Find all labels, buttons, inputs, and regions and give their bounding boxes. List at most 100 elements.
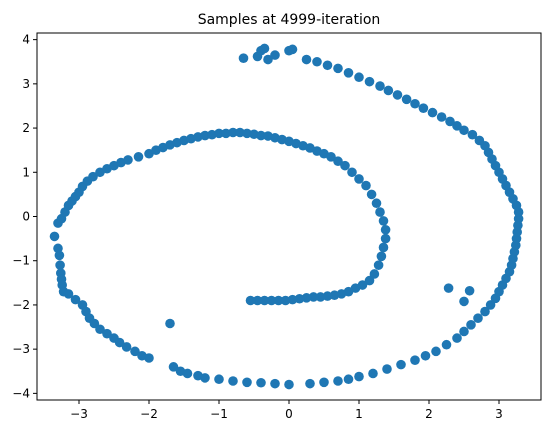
- scatter-point: [371, 198, 382, 209]
- scatter-point: [383, 85, 394, 96]
- scatter-point: [464, 285, 475, 296]
- scatter-point: [443, 283, 454, 293]
- points-layer: [49, 43, 524, 390]
- scatter-point: [322, 291, 333, 301]
- scatter-point: [466, 320, 476, 330]
- scatter-point: [102, 328, 112, 339]
- scatter-point: [95, 324, 105, 335]
- scatter-point: [301, 293, 312, 303]
- scatter-point: [410, 98, 420, 109]
- scatter-point: [368, 368, 378, 379]
- scatter-point: [467, 129, 478, 140]
- scatter-point: [354, 72, 364, 83]
- scatter-point: [312, 56, 322, 67]
- scatter-point: [54, 250, 65, 261]
- y-tick-label: −4: [12, 386, 30, 400]
- scatter-point: [259, 295, 270, 306]
- chart-title: Samples at 4999-iteration: [198, 12, 381, 28]
- scatter-point: [245, 295, 256, 306]
- scatter-point: [256, 377, 266, 388]
- scatter-point: [369, 269, 380, 279]
- scatter-point: [459, 125, 469, 136]
- y-tick-label: −3: [12, 342, 30, 356]
- scatter-point: [452, 333, 462, 343]
- scatter-point: [259, 43, 270, 54]
- scatter-point: [347, 167, 357, 178]
- scatter-point: [284, 379, 294, 390]
- scatter-point: [513, 213, 524, 224]
- scatter-point: [375, 207, 385, 217]
- scatter-point: [266, 295, 277, 306]
- x-tick-label: −2: [140, 407, 158, 421]
- scatter-point: [308, 292, 319, 302]
- scatter-point: [280, 295, 291, 306]
- scatter-point: [473, 313, 483, 324]
- scatter-point: [214, 374, 224, 385]
- scatter-point: [287, 294, 298, 305]
- scatter-point: [168, 362, 179, 372]
- scatter-point: [343, 68, 354, 78]
- x-tick-label: −3: [70, 407, 88, 421]
- scatter-point: [329, 290, 340, 301]
- x-tick-label: 3: [495, 407, 503, 421]
- y-tick-label: 1: [22, 165, 30, 179]
- scatter-point: [270, 378, 280, 389]
- scatter-point: [420, 350, 431, 361]
- scatter-point: [392, 90, 403, 100]
- scatter-point: [326, 152, 336, 162]
- y-tick-label: 2: [22, 121, 30, 135]
- plot-background: [37, 33, 541, 400]
- scatter-point: [242, 128, 252, 139]
- y-tick-label: −1: [12, 254, 30, 268]
- scatter-point: [485, 300, 496, 310]
- scatter-point: [436, 112, 447, 122]
- scatter-point: [480, 306, 490, 317]
- scatter-point: [114, 337, 125, 348]
- scatter-point: [273, 295, 284, 306]
- scatter-point: [242, 377, 252, 388]
- scatter-point: [287, 44, 298, 55]
- scatter-point: [431, 346, 441, 357]
- x-tick-label: 2: [425, 407, 433, 421]
- scatter-point: [366, 189, 377, 200]
- scatter-point: [200, 130, 210, 141]
- scatter-point: [418, 103, 429, 113]
- scatter-point: [361, 180, 371, 191]
- scatter-point: [401, 94, 412, 105]
- scatter-point: [235, 127, 245, 138]
- scatter-point: [165, 318, 175, 329]
- scatter-point: [294, 293, 305, 304]
- scatter-point: [364, 275, 375, 286]
- y-tick-label: 3: [22, 77, 30, 91]
- scatter-point: [364, 76, 375, 87]
- scatter-point: [459, 326, 469, 337]
- scatter-point: [445, 116, 455, 127]
- scatter-point: [373, 260, 384, 270]
- scatter-point: [333, 376, 343, 386]
- scatter-point: [382, 364, 392, 374]
- scatter-point: [182, 368, 193, 379]
- y-tick-label: 0: [22, 210, 30, 224]
- scatter-point: [221, 128, 231, 139]
- x-tick-label: 0: [285, 407, 293, 421]
- x-tick-label: 1: [355, 407, 363, 421]
- scatter-point: [380, 224, 391, 235]
- scatter-point: [228, 127, 238, 138]
- y-tick-label: 4: [22, 33, 30, 47]
- scatter-point: [63, 289, 74, 299]
- scatter-point: [333, 63, 343, 74]
- scatter-point: [380, 233, 391, 244]
- scatter-point: [301, 54, 312, 65]
- scatter-point: [55, 260, 65, 270]
- scatter-point: [375, 81, 385, 91]
- scatter-point: [121, 342, 132, 352]
- scatter-point: [130, 346, 140, 357]
- scatter-point: [144, 353, 154, 363]
- scatter-point: [70, 294, 81, 305]
- scatter-point: [378, 242, 389, 253]
- ticks-layer: −3 −2 −1 0 1 2 3 −4 −3 −2 −1 0 1 2 3 4: [12, 33, 503, 421]
- scatter-point: [319, 377, 329, 388]
- scatter-point: [238, 53, 249, 63]
